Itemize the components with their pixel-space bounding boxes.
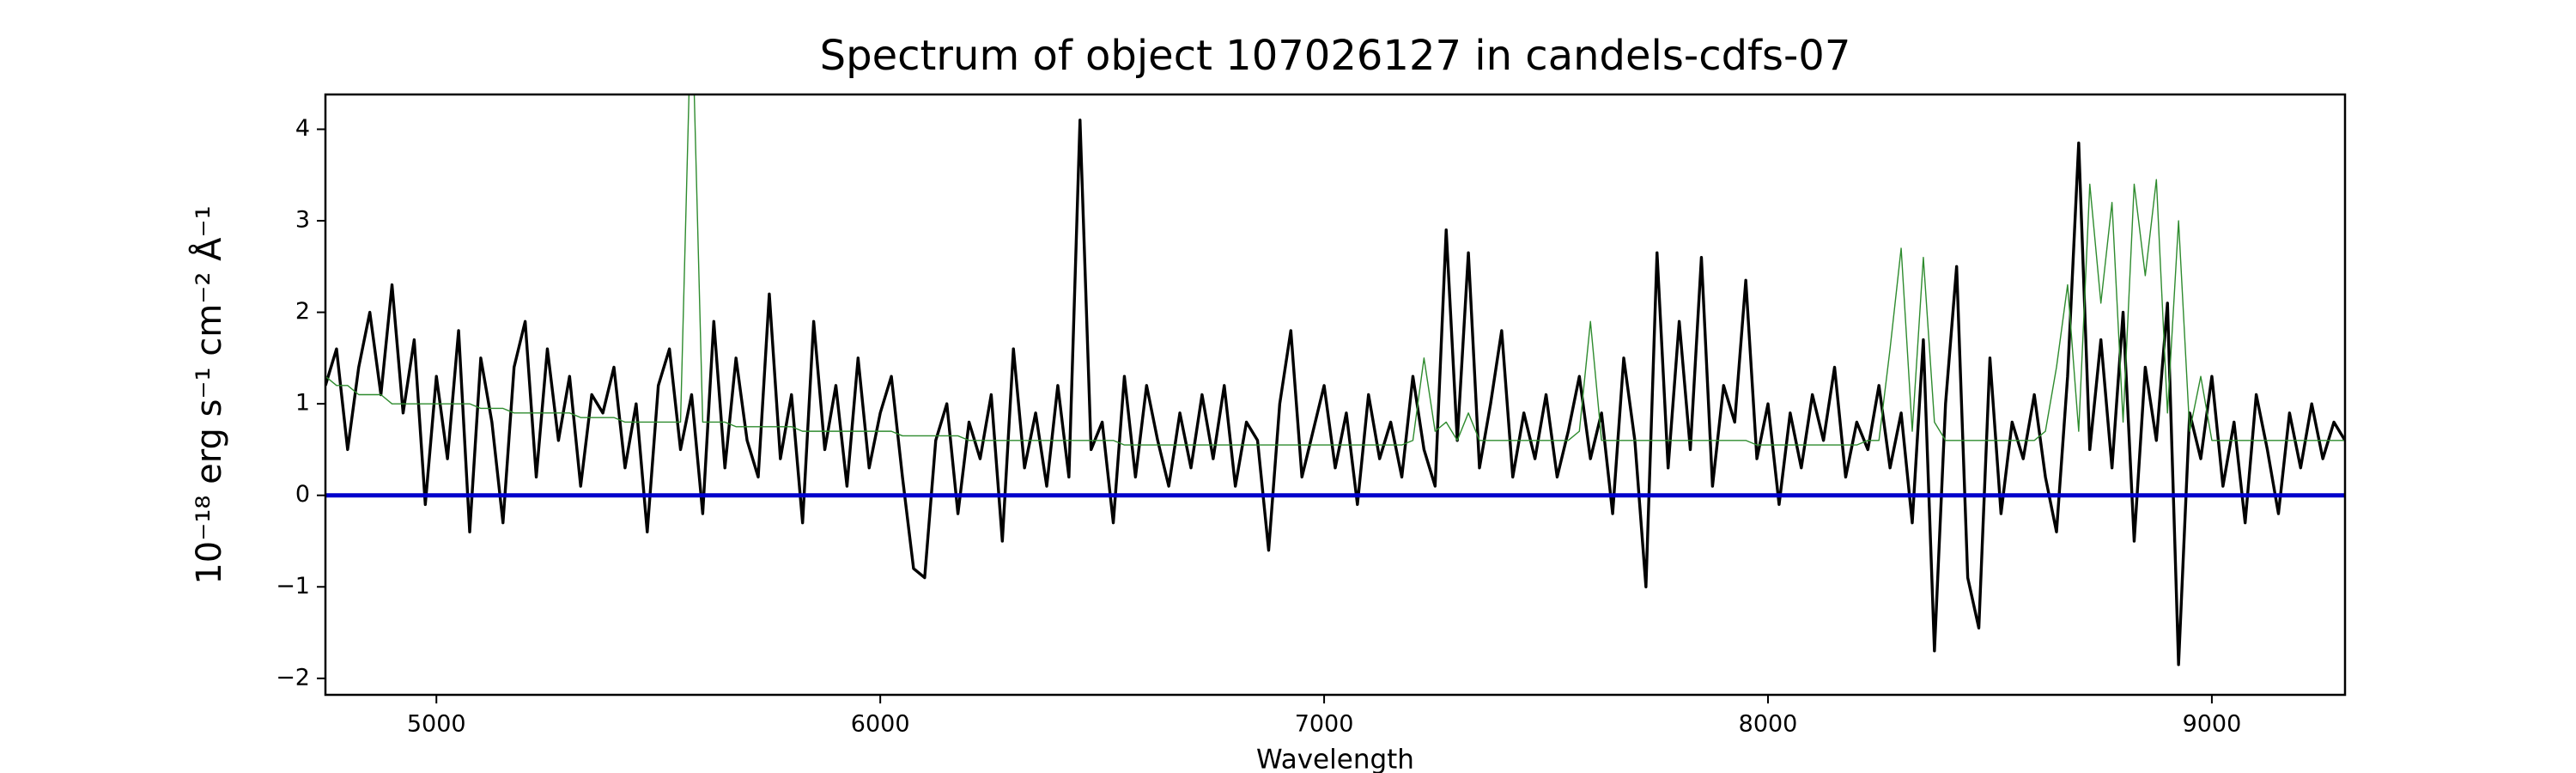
x-tick-label: 9000 [2183, 711, 2242, 738]
y-tick-label: 3 [295, 207, 310, 234]
x-tick-label: 5000 [407, 711, 466, 738]
x-tick-label: 7000 [1295, 711, 1354, 738]
plot-area [325, 94, 2345, 666]
y-axis-label: 10⁻¹⁸ erg s⁻¹ cm⁻² Å⁻¹ [188, 205, 229, 584]
y-tick-label: 1 [295, 390, 310, 417]
chart-title: Spectrum of object 107026127 in candels-… [820, 32, 1851, 80]
axes-frame [324, 93, 2347, 697]
x-tick-label: 8000 [1739, 711, 1798, 738]
y-tick-label: −2 [276, 664, 310, 691]
spectrum-line [325, 119, 2345, 666]
y-tick-label: −1 [276, 573, 310, 600]
y-tick-label: 4 [295, 115, 310, 142]
y-tick-label: 0 [295, 481, 310, 508]
x-axis-label: Wavelength [1256, 745, 1414, 773]
y-tick-label: 2 [295, 298, 310, 325]
spectrum-line [325, 94, 2345, 446]
x-tick-label: 6000 [851, 711, 910, 738]
